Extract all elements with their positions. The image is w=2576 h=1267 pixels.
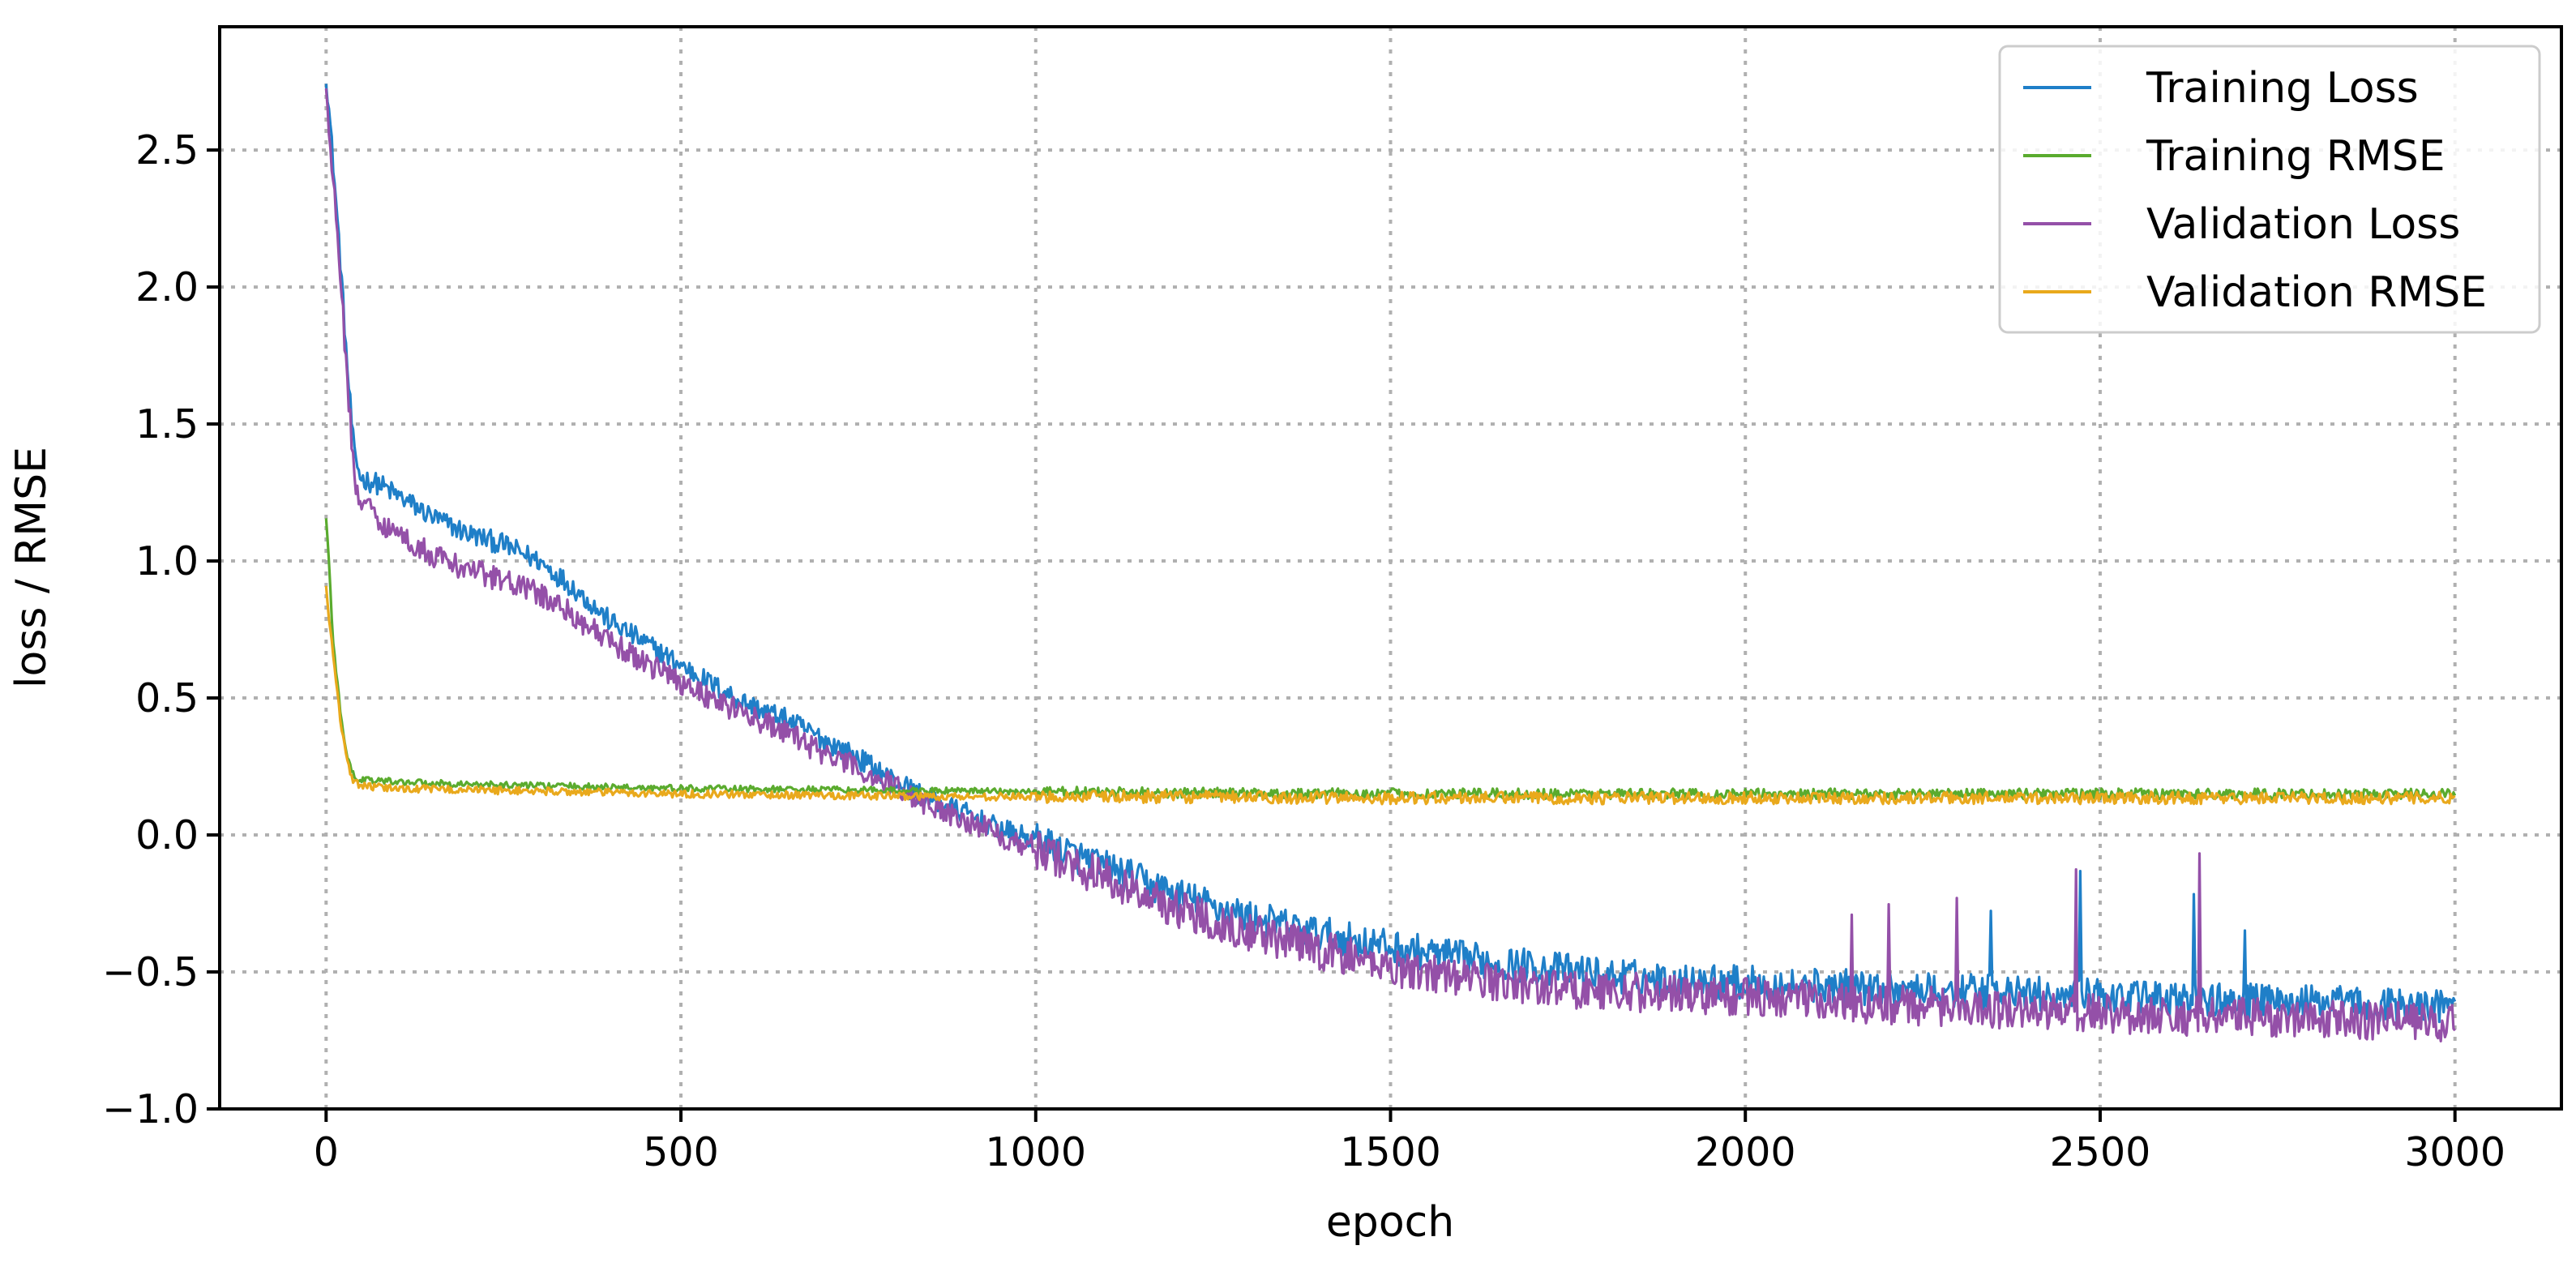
- legend-label: Validation RMSE: [2146, 268, 2487, 317]
- y-tick-label: 1.5: [135, 401, 199, 447]
- series-layer: [324, 83, 2457, 1042]
- x-axis-label: epoch: [1326, 1198, 1454, 1247]
- x-tick-label: 0: [314, 1129, 339, 1175]
- legend-label: Training Loss: [2146, 64, 2419, 113]
- x-tick-label: 2500: [2050, 1129, 2151, 1175]
- series-line-4: [324, 585, 2456, 806]
- legend-box: [1998, 45, 2541, 334]
- y-tick-label: 2.5: [135, 127, 199, 173]
- x-tick-label: 2000: [1695, 1129, 1796, 1175]
- legend: Training Loss Training RMSE Validation Los…: [1998, 45, 2541, 334]
- legend-label: Training RMSE: [2146, 132, 2445, 181]
- x-tick-label: 1500: [1340, 1129, 1441, 1175]
- y-tick-label: −0.5: [102, 949, 199, 995]
- x-axis: 0 500 1000 1500 2000 2500 3000: [314, 1109, 2505, 1175]
- y-tick-label: −1.0: [102, 1086, 199, 1132]
- x-tick-label: 3000: [2404, 1129, 2505, 1175]
- y-tick-label: 0.5: [135, 675, 199, 721]
- x-tick-label: 1000: [985, 1129, 1086, 1175]
- legend-label: Validation Loss: [2146, 200, 2460, 249]
- y-tick-label: 0.0: [135, 812, 199, 858]
- x-tick-label: 500: [643, 1129, 719, 1175]
- y-axis-label: loss / RMSE: [7, 447, 56, 688]
- y-axis: −1.0 −0.5 0.0 0.5 1.0 1.5 2.0 2.5: [102, 127, 220, 1132]
- series-line-3: [324, 88, 2456, 1042]
- series-line-1: [324, 83, 2457, 1024]
- y-tick-label: 1.0: [135, 538, 199, 584]
- y-tick-label: 2.0: [135, 264, 199, 310]
